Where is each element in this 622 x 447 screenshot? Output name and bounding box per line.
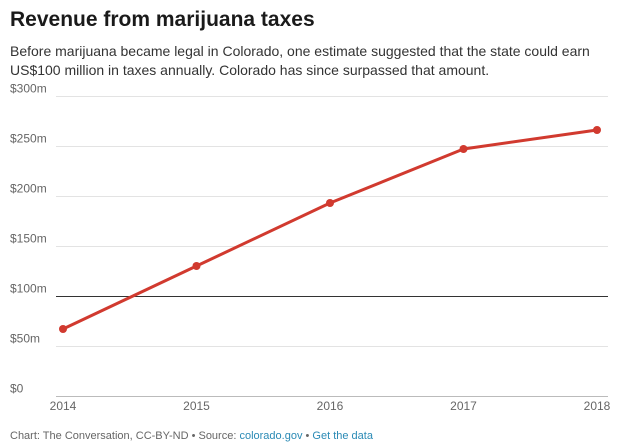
data-point-2015[interactable]: [192, 262, 201, 270]
grid-lines: [56, 96, 608, 397]
series-revenue: [59, 126, 601, 333]
line-chart: $0 $50m $100m $150m $200m $250m $300m 2014 2015…: [10, 82, 611, 414]
chart-subtitle: Before marijuana became legal in Colorad…: [10, 43, 590, 78]
series-line: [61, 128, 599, 331]
x-tick-label-2015: 2015: [183, 399, 210, 413]
y-tick-label-250: $250m: [10, 132, 47, 146]
x-tick-label-2017: 2017: [450, 399, 477, 413]
y-axis-labels: $0 $50m $100m $150m $200m $250m $300m: [10, 82, 47, 396]
footer-separator: •: [302, 430, 313, 442]
y-tick-label-0: $0: [10, 382, 24, 396]
data-point-2016[interactable]: [326, 199, 334, 207]
y-tick-label-50: $50m: [10, 332, 40, 346]
y-tick-label-200: $200m: [10, 182, 47, 196]
data-point-2014[interactable]: [59, 325, 67, 333]
y-tick-label-150: $150m: [10, 232, 47, 246]
x-tick-label-2018: 2018: [584, 399, 611, 413]
x-tick-label-2016: 2016: [317, 399, 344, 413]
data-point-2017[interactable]: [459, 145, 468, 153]
footer-credit: Chart: The Conversation, CC-BY-ND • Sour…: [10, 430, 240, 442]
get-the-data-link[interactable]: Get the data: [312, 430, 373, 442]
data-point-2018[interactable]: [593, 126, 601, 134]
x-tick-label-2014: 2014: [50, 399, 77, 413]
y-tick-label-300: $300m: [10, 82, 47, 96]
source-link[interactable]: colorado.gov: [239, 430, 303, 442]
chart-footer: Chart: The Conversation, CC-BY-ND • Sour…: [10, 429, 373, 443]
x-axis-labels: 2014 2015 2016 2017 2018: [50, 399, 611, 413]
y-tick-label-100: $100m: [10, 282, 47, 296]
chart-title: Revenue from marijuana taxes: [10, 8, 315, 31]
